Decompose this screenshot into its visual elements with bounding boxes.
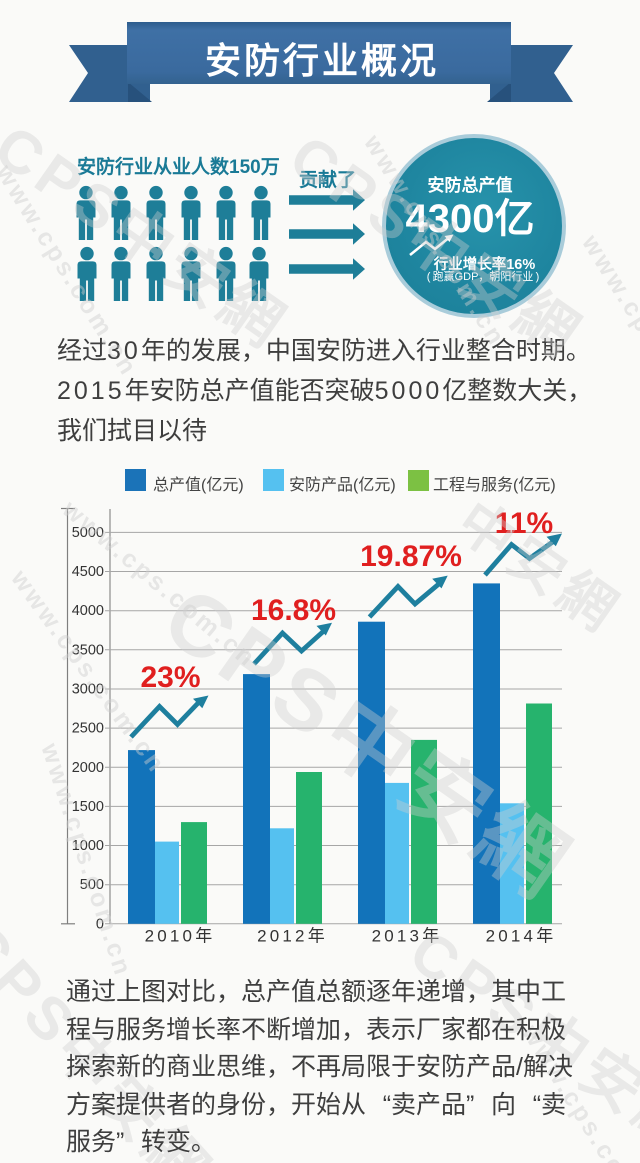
svg-text:1500: 1500	[72, 799, 104, 815]
svg-text:3500: 3500	[72, 642, 104, 658]
svg-text:23%: 23%	[140, 661, 200, 694]
svg-text:19.87%: 19.87%	[360, 540, 462, 573]
svg-text:16.8%: 16.8%	[251, 594, 336, 627]
svg-text:4500: 4500	[72, 564, 104, 580]
svg-text:2000: 2000	[72, 760, 104, 776]
svg-text:3000: 3000	[72, 682, 104, 698]
svg-text:2012年: 2012年	[257, 927, 328, 946]
svg-text:4000: 4000	[72, 603, 104, 619]
svg-text:5000: 5000	[72, 525, 104, 541]
svg-text:1000: 1000	[72, 838, 104, 854]
svg-text:2013年: 2013年	[372, 927, 443, 946]
svg-text:2010年: 2010年	[145, 927, 216, 946]
svg-text:2500: 2500	[72, 721, 104, 737]
svg-text:2014年: 2014年	[486, 927, 557, 946]
svg-text:11%: 11%	[495, 507, 553, 540]
svg-text:500: 500	[80, 877, 104, 893]
svg-text:安防行业概况: 安防行业概况	[205, 40, 439, 81]
svg-text:0: 0	[96, 916, 104, 932]
